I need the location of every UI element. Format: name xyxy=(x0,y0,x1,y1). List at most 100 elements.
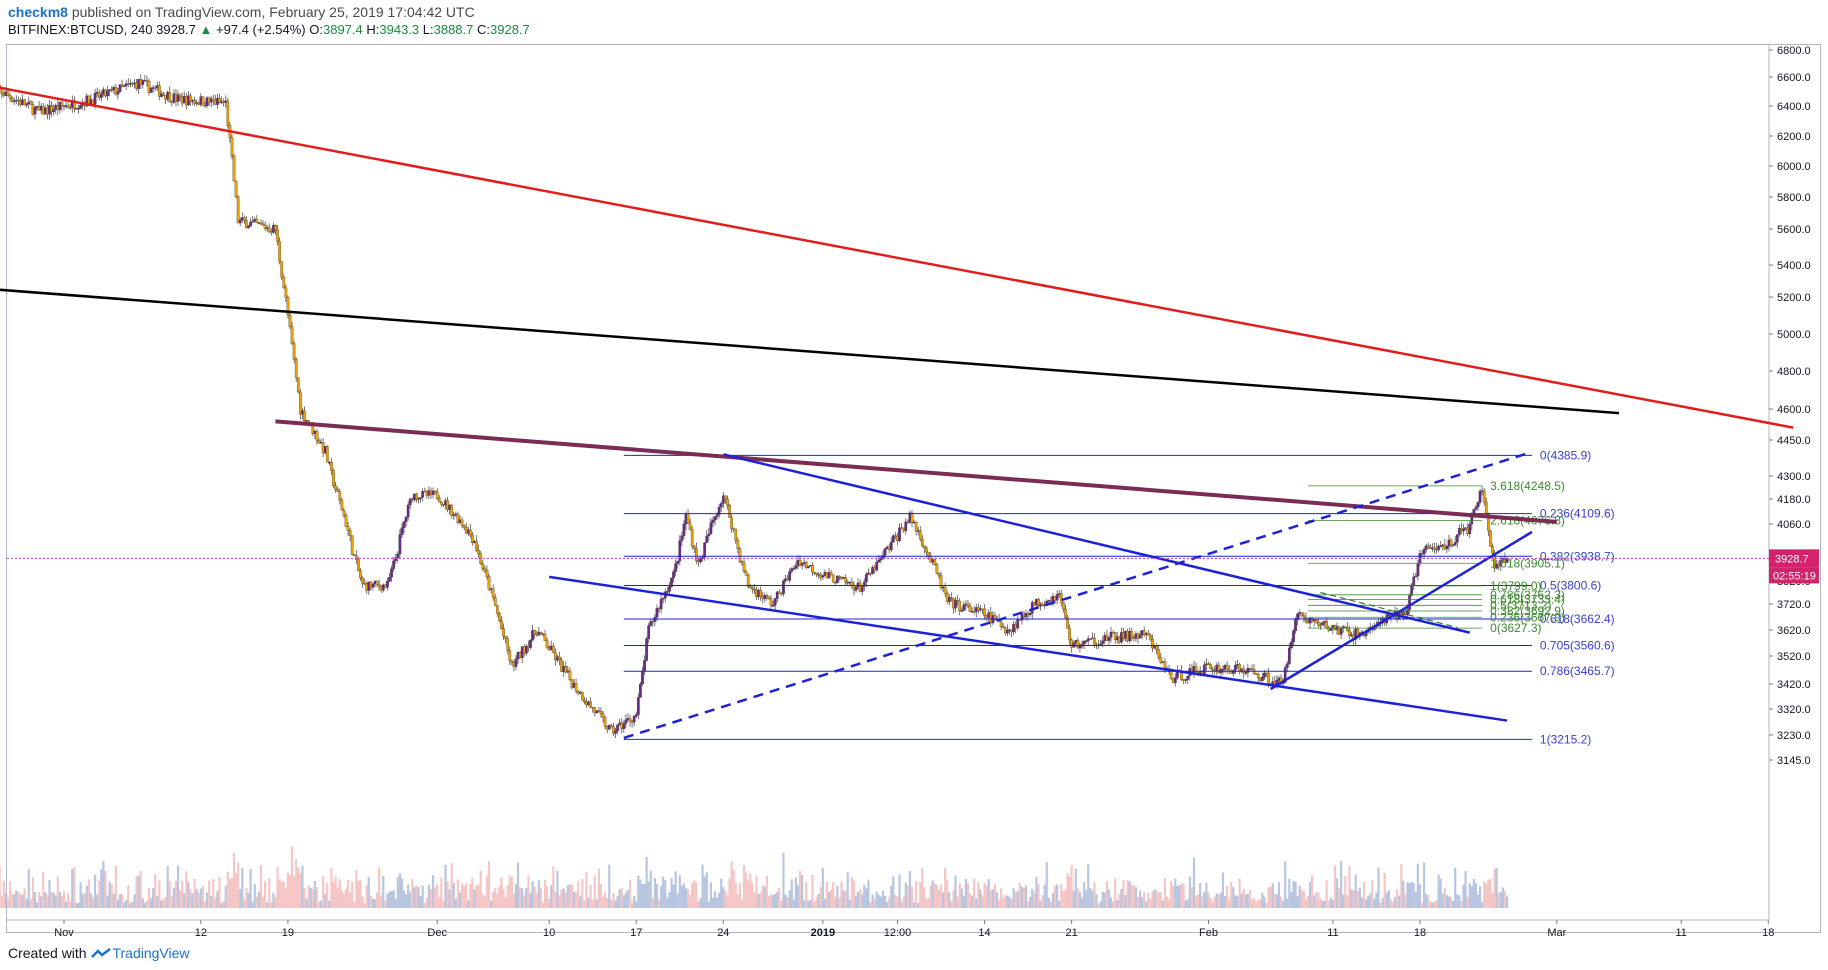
volume-bar xyxy=(1041,895,1044,908)
volume-bar xyxy=(697,901,700,908)
volume-bar xyxy=(973,878,976,908)
volume-bar xyxy=(102,861,105,908)
volume-bar xyxy=(75,902,78,908)
candle-body xyxy=(261,223,265,226)
volume-bar xyxy=(521,888,524,908)
candle-body xyxy=(688,522,692,530)
volume-bar xyxy=(742,865,746,908)
volume-bar xyxy=(815,896,818,908)
candle-body xyxy=(278,241,281,262)
candle-body xyxy=(340,499,344,511)
time-tick-label: Feb xyxy=(1199,927,1218,939)
volume-bar xyxy=(349,892,352,908)
price-tick-label: 4450.0 xyxy=(1777,435,1811,447)
candle-body xyxy=(558,656,561,661)
volume-bar xyxy=(342,893,345,908)
volume-bar xyxy=(1082,881,1086,908)
volume-bar xyxy=(1485,883,1488,908)
volume-bar xyxy=(1060,883,1063,908)
time-tick-label: 10 xyxy=(543,927,555,939)
candle-body xyxy=(1163,661,1167,669)
candle-body xyxy=(506,638,510,651)
high-value: 3943.3 xyxy=(379,22,420,37)
volume-bar xyxy=(798,870,802,908)
volume-bar xyxy=(458,892,462,908)
volume-bar xyxy=(334,876,337,908)
volume-bar xyxy=(351,881,354,908)
volume-bar xyxy=(1172,885,1175,908)
candle-body xyxy=(947,597,951,602)
volume-bar xyxy=(1335,878,1339,908)
volume-bar xyxy=(1346,895,1349,908)
volume-bar xyxy=(869,901,872,908)
candle-body xyxy=(296,377,300,393)
candle-body xyxy=(1416,563,1420,577)
candle-body xyxy=(153,87,157,89)
candle-body xyxy=(147,81,151,93)
candle-body xyxy=(678,540,682,562)
volume-bar xyxy=(539,887,542,908)
candle-body xyxy=(247,226,250,229)
volume-bar xyxy=(1022,888,1026,908)
volume-bar xyxy=(701,864,704,908)
volume-bar xyxy=(1134,887,1138,908)
candle-body xyxy=(645,638,648,661)
volume-bar xyxy=(375,892,379,908)
candle-body xyxy=(1491,546,1494,554)
price-change: +97.4 (+2.54%) xyxy=(216,22,306,37)
volume-bar xyxy=(1443,887,1446,908)
volume-bar xyxy=(1203,891,1206,908)
candle-body xyxy=(966,603,970,607)
volume-bar xyxy=(224,886,227,908)
volume-bar xyxy=(176,865,180,908)
candle-body xyxy=(1246,668,1250,673)
candle-body xyxy=(529,640,532,648)
volume-bar xyxy=(127,885,130,908)
volume-bar xyxy=(1194,895,1198,908)
candle-body xyxy=(408,498,412,506)
volume-bar xyxy=(1006,895,1009,908)
candle-body xyxy=(508,650,512,661)
candle-body xyxy=(875,561,879,571)
volume-bar xyxy=(1460,900,1463,908)
volume-bar xyxy=(906,885,909,908)
candle-body xyxy=(1283,667,1287,683)
symbol-label: BITFINEX:BTCUSD, 240 xyxy=(8,22,153,37)
candle-body xyxy=(336,489,340,492)
volume-bar xyxy=(1155,890,1158,908)
volume-bar xyxy=(1393,896,1397,908)
volume-bar xyxy=(693,880,696,908)
candle-body xyxy=(1449,539,1453,545)
candle-body xyxy=(782,580,785,594)
fib-extension-label: 0.786(3762.3) xyxy=(1490,588,1565,602)
volume-bar xyxy=(1493,868,1496,908)
candle-body xyxy=(193,100,196,104)
volume-bar xyxy=(340,889,343,908)
volume-bar xyxy=(801,875,804,908)
author-link[interactable]: checkm8 xyxy=(8,4,68,20)
volume-bar xyxy=(363,903,366,908)
volume-bar xyxy=(595,899,598,908)
volume-bar xyxy=(533,886,536,908)
volume-bar xyxy=(1478,886,1482,908)
volume-bar xyxy=(881,890,885,908)
candle-body xyxy=(29,101,33,105)
candle-body xyxy=(954,599,957,609)
candle-body xyxy=(904,521,908,531)
volume-bar xyxy=(239,889,242,908)
candle-body xyxy=(773,598,777,606)
candle-body xyxy=(238,219,242,224)
price-tick-label: 3720.0 xyxy=(1777,599,1811,611)
volume-bar xyxy=(31,877,34,908)
volume-bar xyxy=(183,893,186,908)
volume-bar xyxy=(614,900,617,908)
volume-bar xyxy=(1269,886,1272,908)
tradingview-link[interactable]: TradingView xyxy=(112,945,190,961)
candle-body xyxy=(211,98,215,101)
candle-body xyxy=(744,571,748,576)
volume-bar xyxy=(1501,887,1504,908)
volume-bar xyxy=(442,900,445,908)
volume-bar xyxy=(1188,876,1191,908)
candle-body xyxy=(1142,630,1146,635)
